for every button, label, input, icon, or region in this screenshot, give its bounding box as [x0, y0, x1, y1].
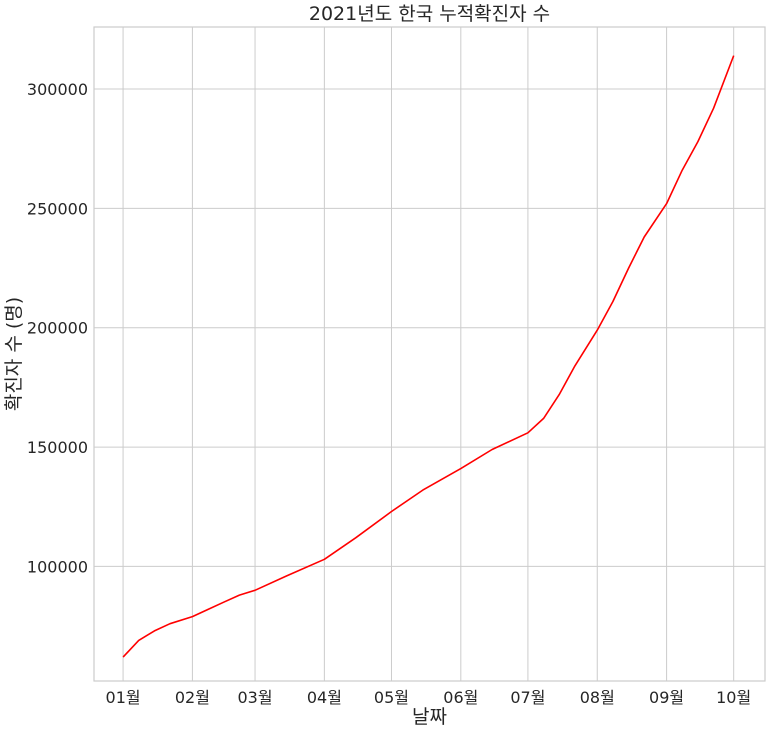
y-tick-label: 100000 — [27, 557, 88, 576]
x-tick-label: 02월 — [175, 688, 210, 707]
x-gridlines — [122, 27, 735, 681]
y-tick-label: 250000 — [27, 199, 88, 218]
x-tick-label: 04월 — [307, 688, 342, 707]
x-tick-label: 09월 — [649, 688, 684, 707]
plot-frame — [93, 26, 766, 682]
x-tick-label: 01월 — [106, 688, 141, 707]
x-axis-label: 날짜 — [412, 706, 447, 728]
x-tick-label: 06월 — [443, 688, 478, 707]
y-axis-label: 확진자 수 (명) — [3, 297, 25, 411]
y-tick-labels: 100000 150000 200000 250000 300000 — [27, 80, 88, 576]
series-line — [122, 55, 735, 658]
x-tick-label: 07월 — [510, 688, 545, 707]
y-gridlines — [94, 88, 765, 567]
chart-title: 2021년도 한국 누적확진자 수 — [309, 3, 550, 25]
y-tick-label: 300000 — [27, 80, 88, 99]
x-tick-label: 08월 — [580, 688, 615, 707]
x-tick-label: 05월 — [374, 688, 409, 707]
y-tick-label: 150000 — [27, 438, 88, 457]
y-tick-label: 200000 — [27, 319, 88, 338]
x-tick-labels: 01월 02월 03월 04월 05월 06월 07월 08월 09월 10월 — [106, 688, 752, 707]
x-tick-label: 03월 — [237, 688, 272, 707]
x-tick-label: 10월 — [716, 688, 751, 707]
